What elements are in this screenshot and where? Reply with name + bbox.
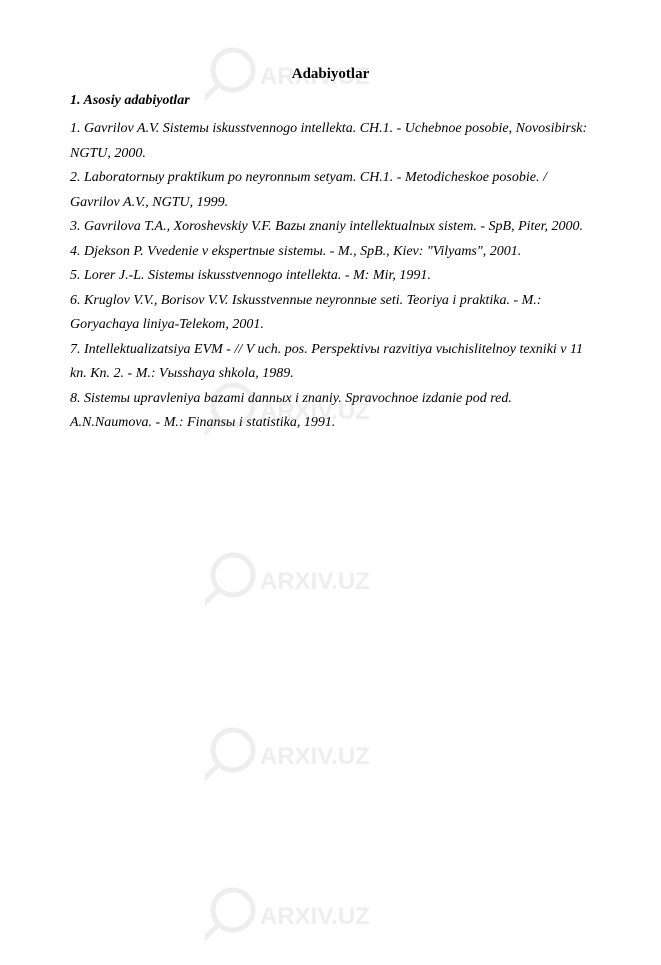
svg-text:ARXIV.UZ: ARXIV.UZ bbox=[260, 743, 370, 770]
bibliography-entry: Gavrilov A.V., NGTU, 1999. bbox=[70, 191, 591, 216]
bibliography-entry: 8. Sistemы upravleniya bazami dannыx i z… bbox=[70, 387, 591, 436]
bibliography-entry: 5. Lorer J.-L. Sistemы iskusstvennogo in… bbox=[70, 264, 591, 289]
watermark-icon: ARXIV.UZ bbox=[205, 545, 375, 625]
bibliography-entry: Goryachaya liniya-Telekom, 2001. bbox=[70, 313, 591, 338]
watermark-icon: ARXIV.UZ bbox=[205, 720, 375, 800]
bibliography-entry: 4. Djekson P. Vvedenie v ekspertnыe sist… bbox=[70, 240, 591, 265]
bibliography-entry: 1. Gavrilov A.V. Sistemы iskusstvennogo … bbox=[70, 117, 591, 166]
bibliography-entry: 7. Intellektualizatsiya EVM - // V uch. … bbox=[70, 338, 591, 387]
page-title: Adabiyotlar bbox=[70, 66, 591, 83]
bibliography-list: 1. Gavrilov A.V. Sistemы iskusstvennogo … bbox=[70, 117, 591, 436]
watermark-icon: ARXIV.UZ bbox=[205, 880, 375, 960]
bibliography-entry: 6. Kruglov V.V., Borisov V.V. Iskusstven… bbox=[70, 289, 591, 314]
document-page: ARXIV.UZ ARXIV.UZ ARXIV.UZ ARXIV.UZ ARXI… bbox=[0, 0, 661, 935]
section-subheading: 1. Asosiy adabiyotlar bbox=[70, 93, 591, 109]
svg-text:ARXIV.UZ: ARXIV.UZ bbox=[260, 903, 370, 930]
bibliography-entry: 2. Laboratornыy praktikum po neyronnыm s… bbox=[70, 166, 591, 191]
svg-text:ARXIV.UZ: ARXIV.UZ bbox=[260, 568, 370, 595]
bibliography-entry: 3. Gavrilova T.A., Xoroshevskiy V.F. Baz… bbox=[70, 215, 591, 240]
